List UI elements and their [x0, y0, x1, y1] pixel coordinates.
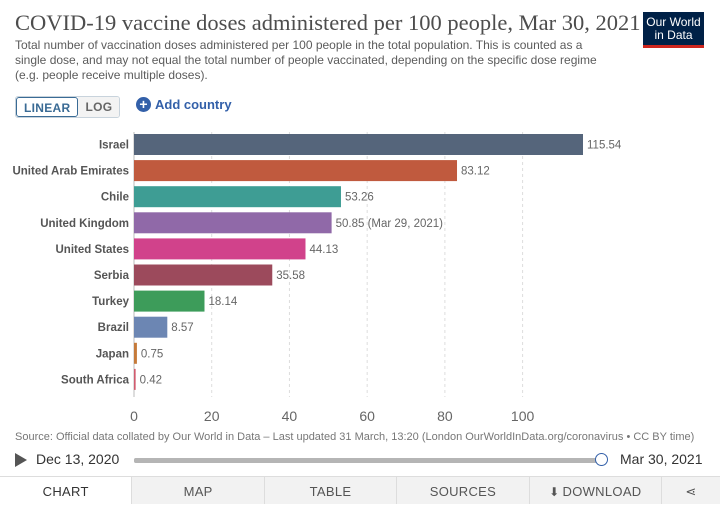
tab-sources[interactable]: SOURCES	[397, 477, 530, 504]
x-tick-label: 60	[359, 408, 375, 424]
chart-title: COVID-19 vaccine doses administered per …	[15, 10, 641, 35]
category-label: United States	[56, 244, 130, 256]
play-icon[interactable]	[15, 453, 27, 467]
linear-scale-button[interactable]: LINEAR	[16, 97, 79, 117]
timeline: Dec 13, 2020 Mar 30, 2021	[0, 450, 720, 472]
category-label: Serbia	[94, 270, 130, 282]
timeline-handle[interactable]	[595, 453, 608, 466]
value-label: 50.85 (Mar 29, 2021)	[336, 218, 444, 230]
bar	[134, 290, 205, 312]
bar	[134, 264, 273, 286]
value-label: 0.75	[141, 348, 163, 360]
category-label: Brazil	[98, 322, 129, 334]
value-label: 44.13	[309, 244, 338, 256]
tab-download[interactable]: ⬇ DOWNLOAD	[530, 477, 663, 504]
tab-map[interactable]: MAP	[132, 477, 265, 504]
timeline-end-label: Mar 30, 2021	[620, 451, 703, 467]
timeline-start-label: Dec 13, 2020	[36, 451, 120, 467]
category-label: Israel	[99, 140, 129, 152]
value-label: 35.58	[276, 270, 305, 282]
tab-download-label: DOWNLOAD	[562, 484, 642, 499]
logo-line-1: Our World	[646, 15, 701, 29]
value-label: 18.14	[208, 296, 237, 308]
category-label: United Arab Emirates	[12, 166, 129, 178]
logo-line-2: in Data	[654, 28, 693, 42]
source-note: Source: Official data collated by Our Wo…	[15, 431, 695, 443]
plus-icon: +	[136, 97, 151, 112]
category-label: United Kingdom	[40, 218, 129, 230]
x-tick-label: 0	[130, 408, 138, 424]
category-label: Chile	[101, 192, 129, 204]
bar	[134, 212, 332, 234]
share-icon[interactable]: ⋖	[685, 484, 697, 499]
category-label: Turkey	[92, 296, 129, 308]
bar	[134, 186, 341, 208]
download-icon: ⬇	[549, 485, 560, 499]
x-tick-label: 100	[511, 408, 535, 424]
tab-table[interactable]: TABLE	[265, 477, 398, 504]
value-label: 53.26	[345, 192, 374, 204]
timeline-fill	[134, 458, 602, 463]
x-tick-label: 80	[437, 408, 453, 424]
bar	[134, 238, 306, 260]
chart-subtitle: Total number of vaccination doses admini…	[15, 38, 597, 82]
x-tick-label: 20	[204, 408, 220, 424]
value-label: 83.12	[461, 166, 490, 178]
bar	[134, 342, 137, 364]
timeline-track[interactable]	[134, 458, 602, 463]
add-country-label: Add country	[155, 97, 232, 112]
bar-chart: 0 20 40 60 80 100 Israel 115.54 United Arab Emir…	[12, 132, 622, 424]
bar	[134, 368, 136, 390]
tab-chart[interactable]: CHART	[0, 477, 133, 504]
value-label: 8.57	[171, 322, 193, 334]
category-label: South Africa	[61, 374, 130, 386]
bar	[134, 316, 168, 338]
value-label: 115.54	[587, 140, 622, 152]
log-scale-button[interactable]: LOG	[78, 97, 120, 117]
scale-toggle: LINEAR LOG	[15, 96, 121, 118]
bar	[134, 134, 583, 155]
owid-logo[interactable]: Our World in Data	[643, 12, 704, 48]
tab-bar: CHART MAP TABLE SOURCES ⬇ DOWNLOAD ⋖	[0, 476, 720, 504]
x-tick-label: 40	[282, 408, 298, 424]
value-label: 0.42	[140, 374, 162, 386]
bar	[134, 160, 458, 182]
add-country-button[interactable]: + Add country	[136, 97, 232, 112]
category-label: Japan	[96, 348, 129, 360]
